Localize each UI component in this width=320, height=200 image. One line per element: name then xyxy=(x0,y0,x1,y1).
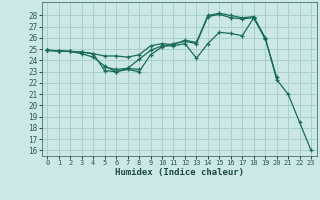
X-axis label: Humidex (Indice chaleur): Humidex (Indice chaleur) xyxy=(115,168,244,177)
